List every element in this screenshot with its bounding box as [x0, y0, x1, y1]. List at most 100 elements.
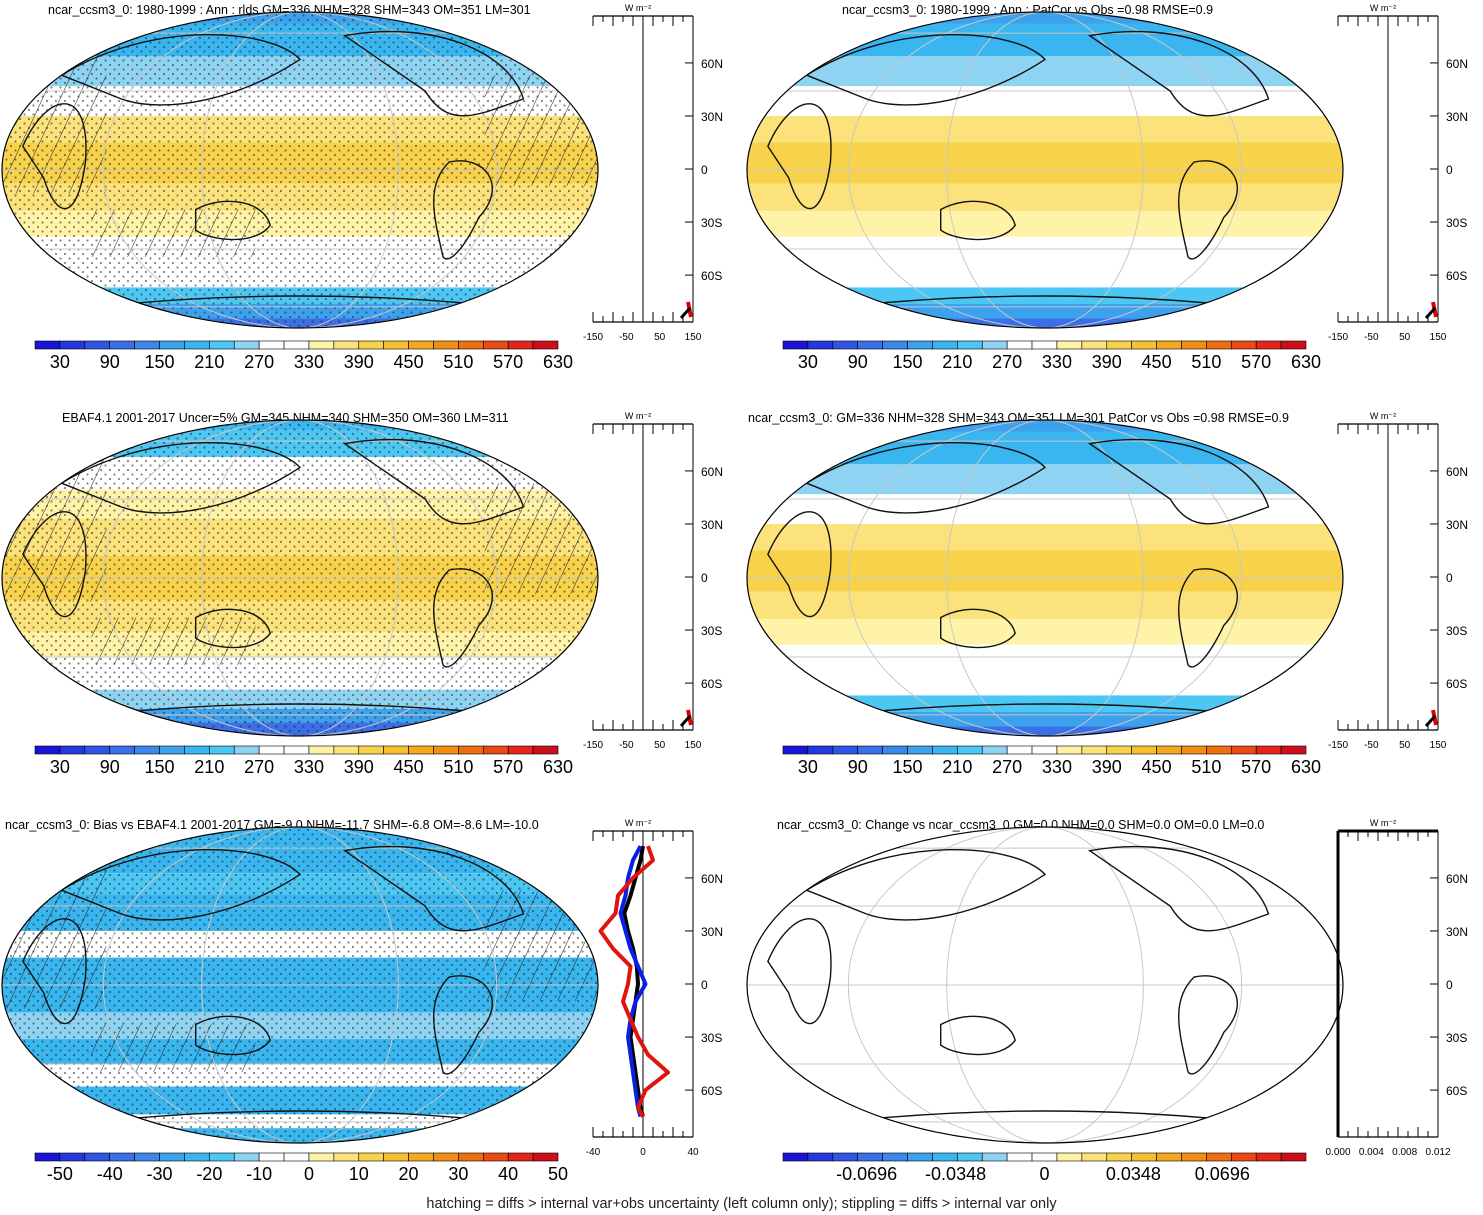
colorbar-swatch [1280, 745, 1307, 755]
colorbar-2: 30 90 150 210 270 330 390 450 510 570 630 [34, 745, 573, 777]
panel-title-change: ncar_ccsm3_0: Change vs ncar_ccsm3_0 GM=… [777, 818, 1265, 832]
colorbar-swatch [308, 745, 335, 755]
coastline [195, 200, 271, 241]
colorbar-tick-label: 30 [798, 352, 818, 372]
colorbar-swatch [832, 745, 859, 755]
colorbar-swatch [59, 340, 86, 350]
hatching-overlay [91, 1024, 256, 1072]
colorbar-tick-label: 150 [893, 352, 923, 372]
longitude-gridline [102, 12, 498, 328]
map-band [747, 591, 1343, 619]
colorbar-swatch [1081, 1152, 1108, 1162]
colorbar-tick-label: 210 [194, 352, 224, 372]
colorbar-swatch [184, 340, 210, 350]
colorbar-swatch [109, 1152, 135, 1162]
colorbar-swatch [1031, 340, 1058, 350]
coastline [60, 848, 302, 921]
map-band [747, 23, 1343, 57]
colorbar-swatch [458, 745, 484, 755]
zonal-lat-label: 60S [1446, 1084, 1467, 1098]
map-band [747, 726, 1343, 736]
zonal-mean-panel-5: W m⁻² 60N 30N 0 30S 60S 0.000 0.004 0.008 0.012 [1325, 818, 1468, 1158]
colorbar-tick-label: 450 [394, 352, 424, 372]
colorbar-swatch [433, 1152, 459, 1162]
zonal-unit-label: W m⁻² [1370, 818, 1396, 828]
colorbar-swatch [782, 340, 809, 350]
colorbar-swatch [507, 1152, 534, 1162]
colorbar-tick-label: 90 [100, 352, 120, 372]
zonal-lat-label: 30S [701, 624, 722, 638]
colorbar-swatch [1031, 1152, 1058, 1162]
zonal-lat-label: 0 [701, 978, 708, 992]
colorbar-tick-label: 510 [1191, 352, 1221, 372]
colorbar-swatch [857, 340, 883, 350]
zonal-lat-label: 30N [1446, 925, 1468, 939]
colorbar-swatch [233, 340, 260, 350]
zonal-series-line [679, 306, 692, 320]
colorbar-swatch [532, 340, 559, 350]
zonal-x-label: -150 [1328, 332, 1348, 343]
colorbar-swatch [283, 745, 310, 755]
zonal-mean-panel-2: W m⁻² 60N 30N 0 30S 60S -150 -50 50 150 [583, 411, 723, 751]
hatching-overlay [484, 890, 598, 1001]
colorbar-tick-label: 210 [942, 757, 972, 777]
map-band [747, 318, 1343, 328]
colorbar-swatch [932, 340, 958, 350]
colorbar-swatch [1131, 1152, 1157, 1162]
colorbar-swatch [1081, 745, 1108, 755]
colorbar-swatch [308, 340, 335, 350]
colorbar-4: -50 -40 -30 -20 -10 0 10 20 30 40 50 [34, 1152, 568, 1184]
map-band [747, 420, 1343, 432]
map-band [747, 431, 1343, 465]
map-panel-0 [1, 11, 599, 329]
colorbar-tick-label: 330 [294, 352, 324, 372]
colorbar-tick-label: 150 [145, 352, 175, 372]
zonal-lat-label: 60N [1446, 57, 1468, 71]
colorbar-swatch [1006, 340, 1033, 350]
colorbar-swatch [258, 1152, 285, 1162]
colorbar-tick-label: 510 [443, 352, 473, 372]
colorbar-swatch [233, 1152, 260, 1162]
colorbar-swatch [134, 1152, 160, 1162]
zonal-series-line [1424, 306, 1437, 320]
colorbar-swatch [1131, 340, 1157, 350]
colorbar-tick-label: 570 [1241, 352, 1271, 372]
colorbar-tick-label: 330 [1042, 757, 1072, 777]
colorbar-swatch [408, 745, 434, 755]
colorbar-swatch [333, 340, 360, 350]
colorbar-swatch [1031, 745, 1058, 755]
panel-title-bias: ncar_ccsm3_0: Bias vs EBAF4.1 2001-2017 … [5, 818, 539, 832]
zonal-x-label: -50 [1364, 332, 1379, 343]
zonal-x-label: -50 [619, 740, 634, 751]
zonal-lat-label: 30N [1446, 518, 1468, 532]
zonal-x-label: -150 [583, 740, 603, 751]
colorbar-swatch [408, 1152, 434, 1162]
zonal-lat-label: 30S [701, 216, 722, 230]
colorbar-swatch [782, 745, 809, 755]
zonal-lat-label: 30N [701, 110, 723, 124]
colorbar-swatch [1255, 340, 1282, 350]
colorbar-tick-label: 330 [294, 757, 324, 777]
coastline [433, 160, 493, 260]
colorbar-swatch [932, 1152, 958, 1162]
colorbar-tick-label: 570 [1241, 757, 1271, 777]
colorbar-swatch [907, 745, 933, 755]
panel-title-model-patcor: ncar_ccsm3_0: 1980-1999 : Ann : PatCor v… [842, 3, 1214, 17]
zonal-x-label: 50 [1399, 740, 1411, 751]
colorbar-swatch [1255, 745, 1282, 755]
colorbar-tick-label: 210 [942, 352, 972, 372]
map-band [747, 12, 1343, 24]
zonal-series-line [618, 845, 648, 1118]
coastline [805, 441, 1047, 514]
colorbar-tick-label: 630 [543, 757, 573, 777]
colorbar-swatch [882, 745, 908, 755]
colorbar-swatch [134, 340, 160, 350]
coastline [1087, 30, 1270, 117]
zonal-lat-label: 60N [701, 872, 723, 886]
map-band [747, 618, 1343, 645]
zonal-x-label: 0.004 [1359, 1147, 1384, 1158]
colorbar-swatch [1106, 340, 1132, 350]
colorbar-tick-label: 570 [493, 757, 523, 777]
coastline [767, 103, 832, 210]
zonal-x-label: 150 [1430, 740, 1447, 751]
